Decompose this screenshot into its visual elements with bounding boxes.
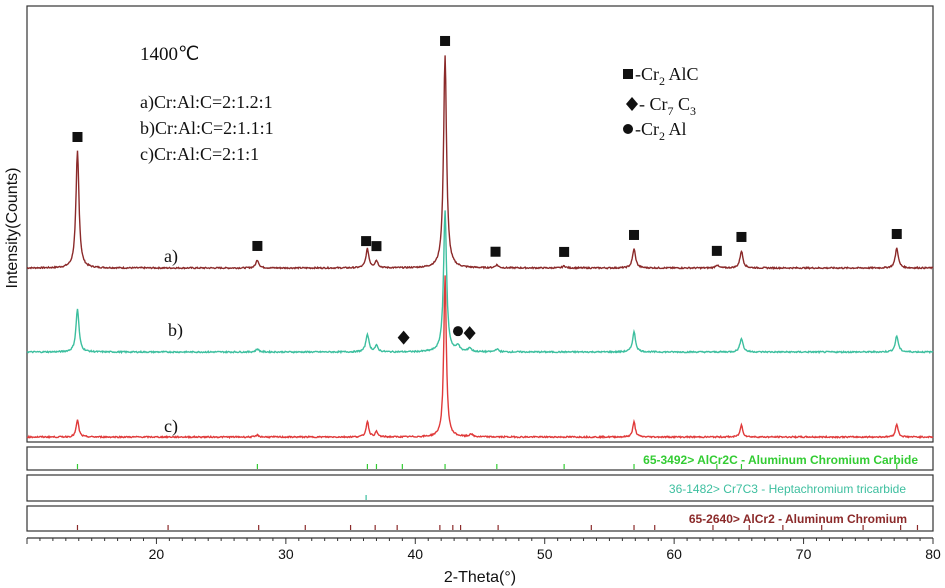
- legend-entry-cr2al: -Cr2 Al: [635, 119, 687, 143]
- series-label-b: b): [168, 320, 183, 341]
- phase-marker-square: [711, 245, 722, 256]
- phase-marker-square: [490, 246, 501, 257]
- x-tick-label: 20: [149, 546, 165, 562]
- x-tick-label: 50: [537, 546, 553, 562]
- reference-panel-3: 65-2640> AlCr2 - Aluminum Chromium: [26, 505, 934, 532]
- legend-diamond-marker: [626, 97, 638, 111]
- phase-marker-square: [72, 131, 83, 142]
- phase-marker-square: [891, 228, 902, 239]
- phase-marker-square: [559, 246, 570, 257]
- reference-label-1: 65-3492> AlCr2C - Aluminum Chromium Carb…: [643, 453, 918, 467]
- phase-marker-circle: [452, 326, 463, 337]
- diffraction-traces: [26, 55, 934, 440]
- trace-c: [26, 275, 934, 440]
- x-tick-label: 40: [407, 546, 423, 562]
- reference-label-3: 65-2640> AlCr2 - Aluminum Chromium: [689, 512, 907, 526]
- composition-label-b: b)Cr:Al:C=2:1.1:1: [140, 118, 274, 139]
- legend-square-marker: [623, 69, 633, 79]
- reference-panel-2: 36-1482> Cr7C3 - Heptachromium tricarbid…: [26, 474, 934, 502]
- x-axis-title: 2-Theta(°): [444, 569, 516, 586]
- phase-marker-square: [361, 236, 372, 247]
- x-axis-ticks: 20 30 40 50 60 70 80: [26, 538, 941, 562]
- x-tick-label: 60: [666, 546, 682, 562]
- x-tick-label: 30: [278, 546, 294, 562]
- phase-marker-diamond: [463, 326, 476, 341]
- phase-markers: [72, 35, 902, 345]
- y-axis-title: Intensity(Counts): [4, 168, 21, 289]
- trace-b: [26, 210, 934, 355]
- phase-marker-square: [736, 231, 747, 242]
- legend-entry-cr7c3: - Cr7 C3: [639, 94, 696, 118]
- legend: -Cr2 AlC - Cr7 C3 -Cr2 Al: [623, 64, 699, 143]
- reference-box-1: [26, 446, 934, 471]
- legend-circle-marker: [623, 124, 633, 134]
- reference-box-2: [26, 474, 934, 502]
- phase-marker-square: [440, 35, 451, 46]
- reference-label-2: 36-1482> Cr7C3 - Heptachromium tricarbid…: [669, 482, 906, 496]
- phase-marker-diamond: [397, 330, 410, 345]
- x-tick-label: 80: [925, 546, 941, 562]
- reference-panel-1: 65-3492> AlCr2C - Aluminum Chromium Carb…: [26, 446, 934, 471]
- series-label-a: a): [164, 246, 178, 267]
- legend-entry-cr2alc: -Cr2 AlC: [635, 64, 699, 88]
- reference-lines: [76, 464, 919, 530]
- phase-marker-square: [371, 241, 382, 252]
- reference-box-3: [26, 505, 934, 532]
- trace-a: [26, 55, 934, 271]
- series-label-c: c): [164, 416, 178, 437]
- plot-frame: [26, 5, 934, 443]
- x-tick-label: 70: [796, 546, 812, 562]
- phase-marker-square: [252, 240, 263, 251]
- temperature-label: 1400℃: [140, 44, 199, 65]
- composition-label-a: a)Cr:Al:C=2:1.2:1: [140, 92, 273, 113]
- phase-marker-square: [629, 229, 640, 240]
- composition-label-c: c)Cr:Al:C=2:1:1: [140, 144, 259, 165]
